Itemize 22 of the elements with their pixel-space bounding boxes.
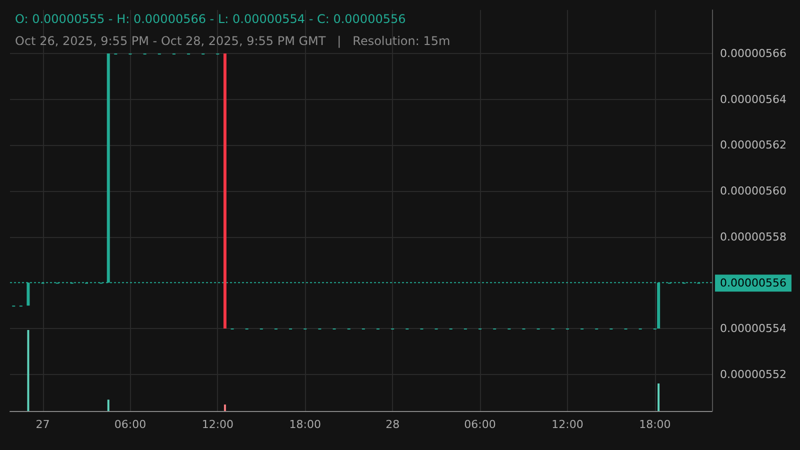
chart-title: O: 0.00000555 - H: 0.00000566 - L: 0.00000554 - C: 0.00000556 <box>15 12 406 26</box>
bar <box>27 330 30 411</box>
y-tick-label: 0.00000566 <box>720 47 786 60</box>
x-tick-label: 06:00 <box>464 418 496 431</box>
y-tick-label: 0.00000558 <box>720 230 786 244</box>
ref-line-label: 0.00000556 <box>720 276 786 290</box>
text: Oct 26, 2025, 9:55 PM - Oct 28, 2025, 9:55 PM GMT | Resolution: 15m <box>15 34 450 48</box>
x-tick-label: 28 <box>386 418 400 431</box>
bar <box>658 383 660 411</box>
x-tick-label: 12:00 <box>202 418 234 431</box>
y-tick-label: 0.00000562 <box>720 138 786 152</box>
x-tick-label: 27 <box>36 418 50 431</box>
y-tick-label: 0.00000564 <box>720 92 786 106</box>
x-tick-label: 18:00 <box>289 418 321 431</box>
x-tick-label: 06:00 <box>114 418 146 431</box>
y-tick-label: 0.00000554 <box>720 322 786 336</box>
y-tick-label: 0.00000560 <box>720 184 786 198</box>
x-tick-label: 18:00 <box>639 418 671 431</box>
bar <box>107 400 110 411</box>
y-tick-label: 0.00000552 <box>720 368 786 381</box>
bar <box>224 404 226 411</box>
x-tick-label: 12:00 <box>552 418 584 431</box>
